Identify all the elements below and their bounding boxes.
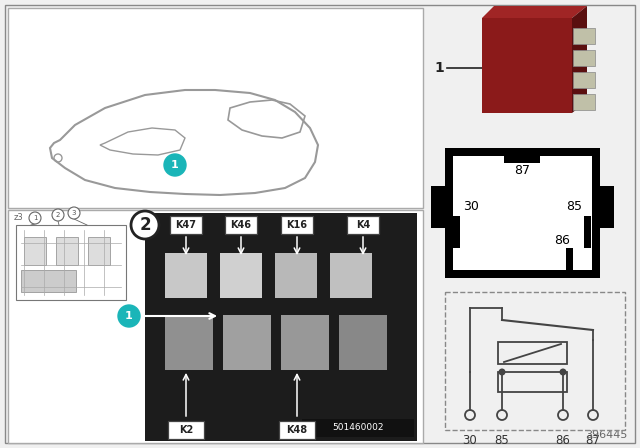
Bar [498,342,567,364]
Text: 2: 2 [56,212,60,218]
Polygon shape [572,6,587,113]
Bar [168,421,204,439]
Bar [16,225,126,300]
Text: 501460002: 501460002 [332,423,384,432]
Text: 1: 1 [435,61,444,75]
Bar [279,421,315,439]
Circle shape [559,369,566,375]
Text: 30: 30 [463,434,477,447]
Text: 1: 1 [33,215,37,221]
Bar [347,216,379,234]
Bar [8,8,423,208]
Bar [281,216,313,234]
Bar [220,253,262,298]
Circle shape [29,212,41,224]
Bar [275,253,317,298]
Circle shape [131,211,159,239]
Text: 86: 86 [554,233,570,246]
Text: z3: z3 [14,213,24,222]
Bar [573,50,595,66]
Bar [8,210,423,443]
Text: 1: 1 [171,160,179,170]
Bar [566,248,573,278]
Bar [453,156,592,270]
Bar [302,419,414,437]
Text: 86: 86 [556,434,570,447]
Text: K48: K48 [287,425,308,435]
Text: K2: K2 [179,425,193,435]
Bar [431,186,445,228]
Bar [339,315,387,370]
Bar [24,237,46,265]
Text: K16: K16 [287,220,307,230]
Polygon shape [482,6,587,18]
Bar [445,292,625,430]
Bar [453,216,460,248]
Text: 87: 87 [586,434,600,447]
Bar [573,72,595,88]
Bar [504,156,540,163]
Bar [445,148,600,278]
Bar [165,253,207,298]
Bar [145,213,417,441]
Text: 30: 30 [463,199,479,212]
Bar [584,216,591,248]
Bar [330,253,372,298]
Circle shape [164,154,186,176]
Circle shape [52,209,64,221]
Text: 396445: 396445 [586,430,628,440]
Text: 87: 87 [514,164,530,177]
Text: 85: 85 [566,199,582,212]
Bar [165,315,213,370]
Bar [21,270,76,292]
Bar [225,216,257,234]
Circle shape [68,207,80,219]
Bar [482,18,572,113]
Bar [223,315,271,370]
Bar [88,237,110,265]
Text: K47: K47 [175,220,196,230]
Bar [498,372,567,392]
Bar [56,237,78,265]
Bar [170,216,202,234]
Circle shape [499,369,506,375]
Text: 3: 3 [72,210,76,216]
Text: 1: 1 [125,311,133,321]
Text: K46: K46 [230,220,252,230]
Bar [573,28,595,44]
Bar [573,94,595,110]
Text: K4: K4 [356,220,370,230]
Circle shape [118,305,140,327]
Text: 2: 2 [139,216,151,234]
Bar [281,315,329,370]
Text: 85: 85 [495,434,509,447]
Bar [600,186,614,228]
